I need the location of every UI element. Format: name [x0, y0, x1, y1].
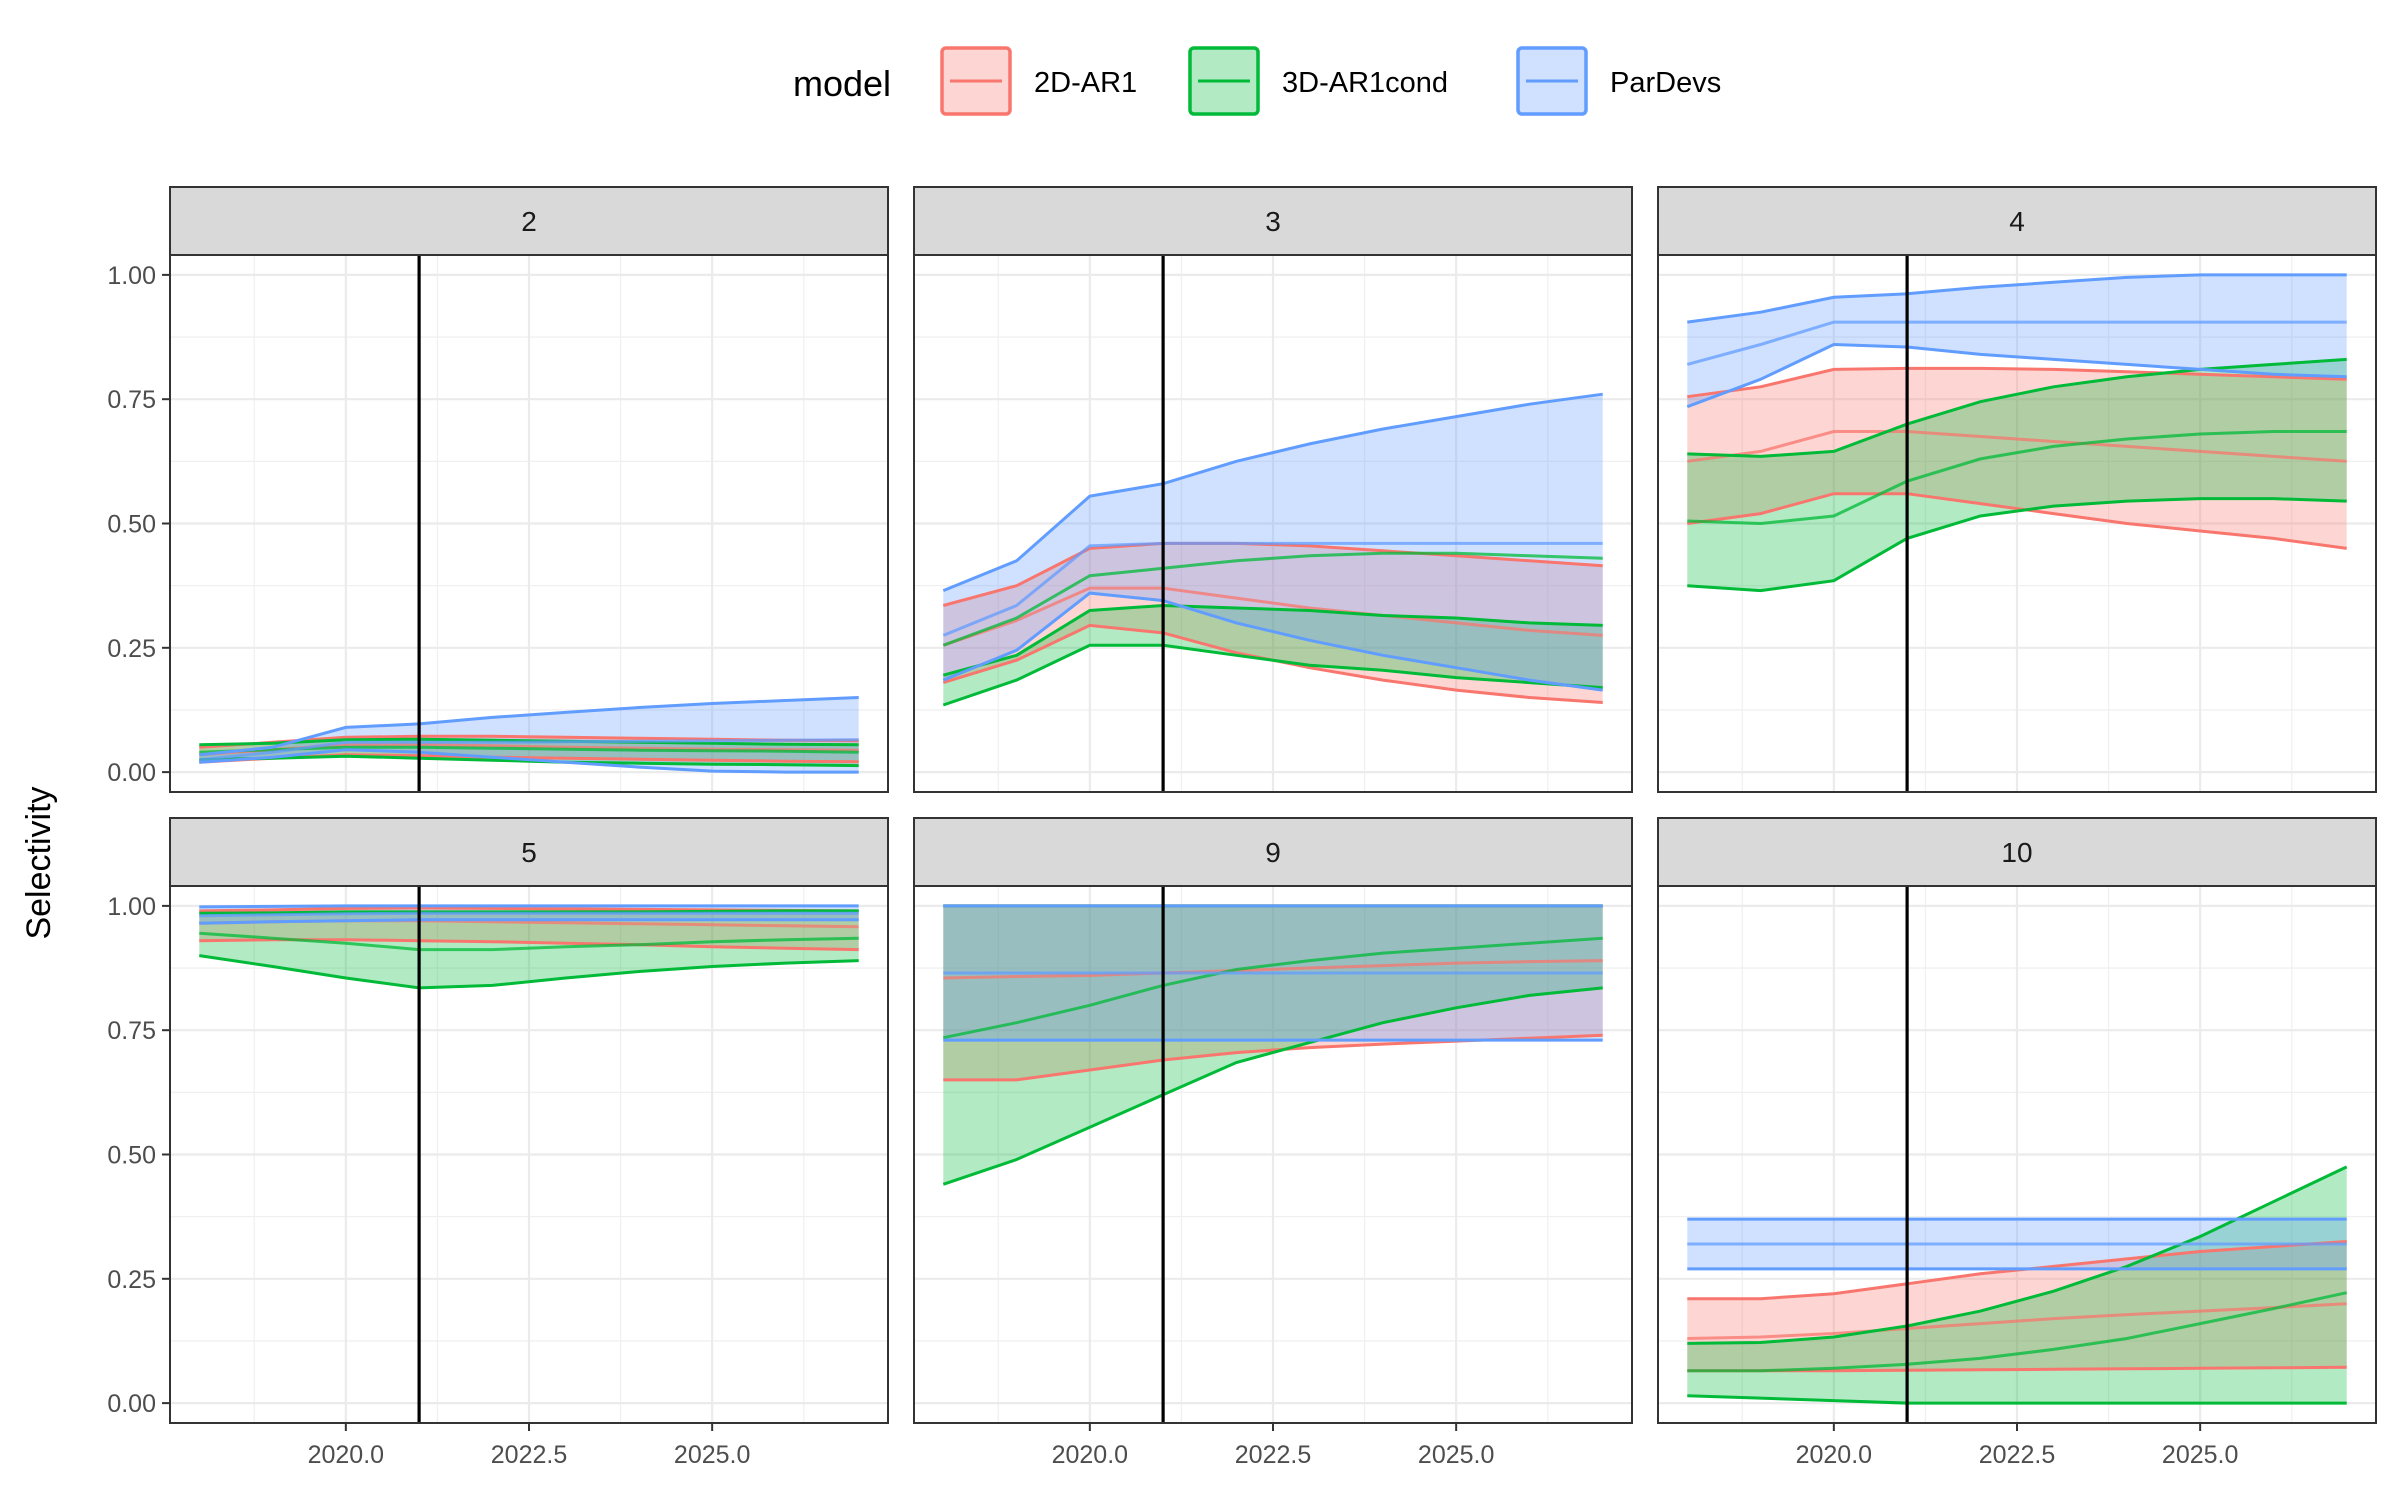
data-layer — [1686, 273, 2347, 593]
y-tick-label: 0.50 — [107, 511, 156, 539]
line-pardevs-mid — [942, 541, 1603, 637]
y-tick-label: 0.50 — [107, 1142, 156, 1170]
x-tick-label: 2020.0 — [308, 1441, 384, 1469]
facet-strip — [913, 817, 1633, 887]
facet-panel-4: 4 — [1657, 186, 2377, 793]
line-pardevs-lower — [199, 918, 859, 925]
y-tick-label: 0.25 — [107, 1266, 156, 1294]
line-3d-ar1cond-lower — [1687, 497, 2347, 593]
line-3d-ar1cond-lower — [199, 954, 859, 990]
line-pardevs-mid — [199, 738, 859, 762]
y-tick-label: 0.00 — [107, 759, 156, 787]
ribbon-pardevs — [199, 697, 859, 773]
legend-key-2d-ar1: 2D-AR1 — [940, 46, 1137, 116]
line-pardevs-lower — [199, 748, 859, 774]
line-pardevs-lower — [1686, 342, 2347, 409]
facet-strip-label: 10 — [2001, 837, 2032, 868]
line-pardevs-upper — [1687, 273, 2347, 324]
line-3d-ar1cond-mid — [1687, 1291, 2348, 1373]
line-3d-ar1cond-lower — [1687, 1394, 2347, 1405]
line-3d-ar1cond-upper — [1687, 357, 2347, 458]
line-2d-ar1-mid — [943, 959, 1603, 980]
facet-strip-label: 2 — [521, 206, 537, 237]
x-tick-label: 2022.5 — [491, 1441, 567, 1469]
legend-label: 3D-AR1cond — [1282, 67, 1448, 99]
facet-strip — [1657, 186, 2377, 256]
legend-key-pardevs: ParDevs — [1516, 46, 1721, 116]
x-tick-label: 2020.0 — [1796, 1441, 1872, 1469]
legend-label: ParDevs — [1610, 67, 1721, 99]
line-pardevs-upper — [942, 392, 1603, 592]
gridlines — [1658, 886, 2376, 1423]
facet-strip — [169, 817, 889, 887]
ribbon-pardevs — [1687, 274, 2347, 407]
facet-strip-label: 9 — [1265, 837, 1281, 868]
line-pardevs-lower — [942, 591, 1603, 692]
data-layer — [199, 696, 859, 774]
y-tick-label: 0.75 — [107, 386, 156, 414]
ribbon-2d-ar1 — [943, 543, 1603, 703]
x-tick-label: 2025.0 — [1418, 1441, 1494, 1469]
x-tick-label: 2020.0 — [1052, 1441, 1128, 1469]
ribbon-3d-ar1cond — [943, 605, 1603, 705]
data-layer — [199, 904, 859, 990]
line-3d-ar1cond-mid — [942, 551, 1603, 647]
line-3d-ar1cond-upper — [942, 603, 1603, 677]
x-tick-label: 2022.5 — [1979, 1441, 2055, 1469]
y-tick-label: 1.00 — [107, 893, 156, 921]
line-2d-ar1-mid — [1687, 1302, 2347, 1340]
facet-panel-10: 10 2020.0 2022.5 2025.0 — [1657, 817, 2377, 1469]
x-tick-label: 2025.0 — [2162, 1441, 2238, 1469]
legend-label: 2D-AR1 — [1034, 67, 1137, 99]
y-tick-label: 0.00 — [107, 1390, 156, 1418]
line-3d-ar1cond-mid — [199, 931, 859, 952]
facet-strip-label: 3 — [1265, 206, 1281, 237]
facet-strip-label: 5 — [521, 837, 537, 868]
line-3d-ar1cond-mid — [1687, 430, 2347, 526]
line-2d-ar1-lower — [1687, 492, 2347, 550]
line-3d-ar1cond-mid — [942, 936, 1603, 1040]
line-pardevs-mid — [1686, 320, 2347, 366]
x-tick-label: 2022.5 — [1235, 1441, 1311, 1469]
data-layer — [942, 904, 1603, 1186]
legend-title: model — [793, 63, 891, 104]
line-2d-ar1-upper — [1687, 366, 2347, 399]
line-2d-ar1-mid — [1687, 430, 2347, 463]
facet-panels: 2 0.00 0.25 0.50 0.75 1.00 3 4 5 0.00 0.25 0.50 0.75… — [107, 186, 2377, 1469]
facet-panel-5: 5 0.00 0.25 0.50 0.75 1.00 2020.0 2022.5 2025.0 — [107, 817, 889, 1469]
x-tick-label: 2025.0 — [674, 1441, 750, 1469]
y-tick-label: 0.25 — [107, 635, 156, 663]
line-pardevs-upper — [199, 696, 859, 757]
line-2d-ar1-mid — [942, 586, 1603, 647]
line-3d-ar1cond-lower — [942, 643, 1603, 707]
ribbon-3d-ar1cond — [1687, 359, 2347, 591]
ribbon-2d-ar1 — [1687, 1241, 2347, 1371]
facet-panel-2: 2 0.00 0.25 0.50 0.75 1.00 — [107, 186, 889, 793]
panel-border — [913, 254, 1633, 793]
gridlines — [914, 255, 1632, 792]
facet-panel-3: 3 — [913, 186, 1633, 793]
facet-strip — [1657, 817, 2377, 887]
data-layer — [942, 392, 1603, 707]
line-pardevs-upper — [199, 904, 859, 909]
legend: model 2D-AR1 3D-AR1cond ParDevs — [793, 46, 1721, 116]
y-tick-label: 0.75 — [107, 1017, 156, 1045]
legend-key-3d-ar1cond: 3D-AR1cond — [1188, 46, 1448, 116]
y-axis-title: Selectivity — [20, 786, 58, 939]
facet-strip-label: 4 — [2009, 206, 2025, 237]
facet-panel-9: 9 2020.0 2022.5 2025.0 — [913, 817, 1633, 1469]
gridlines — [170, 255, 888, 792]
facet-strip — [169, 186, 889, 256]
y-tick-label: 1.00 — [107, 262, 156, 290]
ribbon-2d-ar1 — [1687, 368, 2347, 549]
data-layer — [1687, 1165, 2348, 1405]
panel-border — [1657, 254, 2377, 793]
line-3d-ar1cond-lower — [942, 986, 1603, 1186]
ribbon-3d-ar1cond — [1687, 1166, 2347, 1404]
line-pardevs-mid — [199, 911, 859, 918]
